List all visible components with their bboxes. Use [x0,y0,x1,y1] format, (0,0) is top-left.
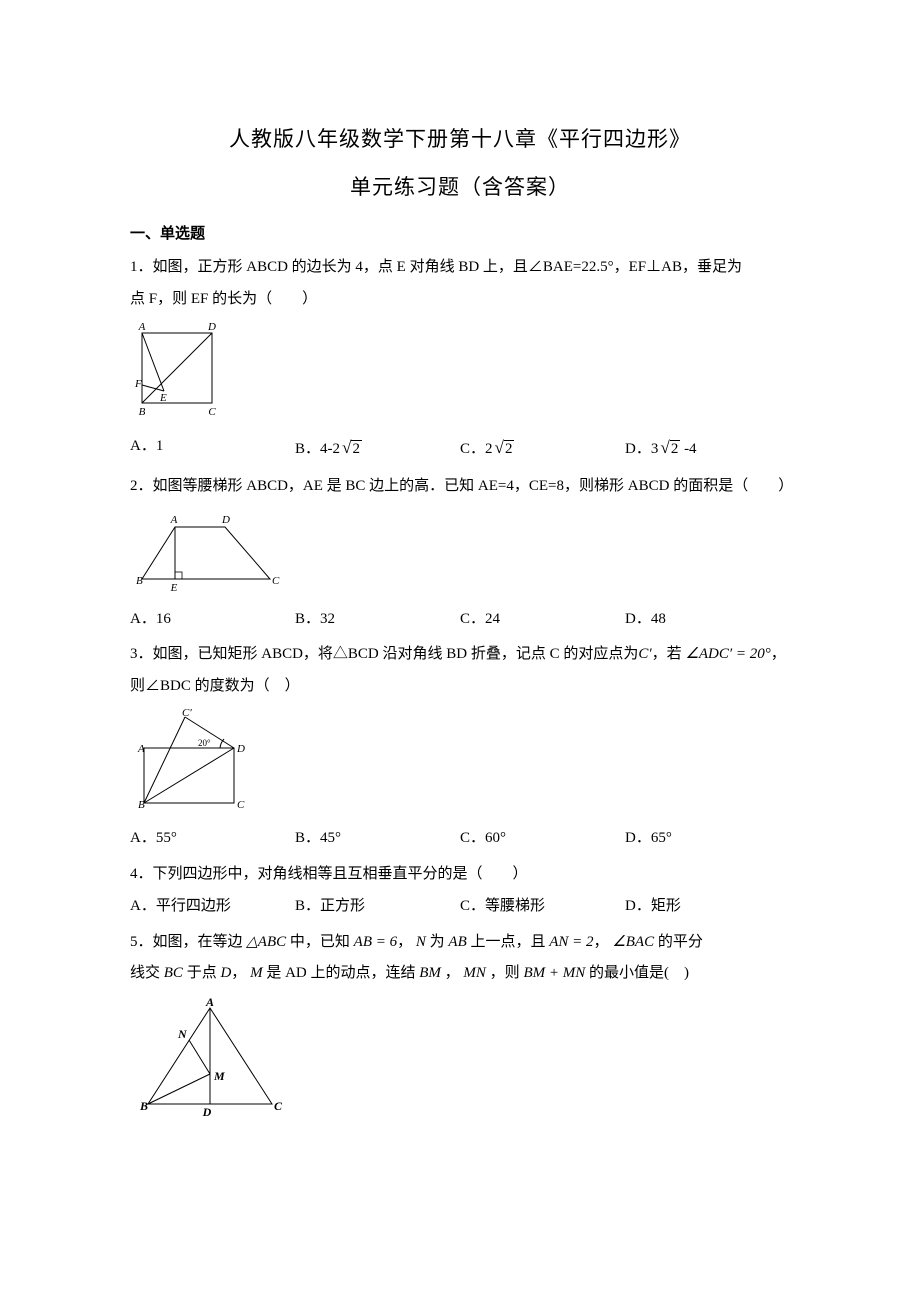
svg-text:C: C [272,575,280,587]
q1-line2: 点 F，则 EF 的长为（ ） [130,284,790,316]
q2-options: A．16 B．32 C．24 D．48 [130,605,790,634]
svg-text:M: M [213,1069,225,1083]
svg-text:E: E [159,392,167,404]
section-heading: 一、单选题 [130,220,790,249]
svg-text:C′: C′ [182,708,192,719]
q4-opt-c: C．等腰梯形 [460,892,625,921]
svg-text:C: C [237,799,245,811]
q1-opt-c: C．2√2 [460,432,625,465]
q2-opt-c: C．24 [460,605,625,634]
svg-text:D: D [207,321,216,333]
svg-text:A: A [205,996,214,1009]
q1-opt-d: D．3√2 -4 [625,432,790,465]
q3-line1: 3．如图，已知矩形 ABCD，将△BCD 沿对角线 BD 折叠，记点 C 的对应… [130,639,790,671]
q1-options: A．1 B．4-2√2 C．2√2 D．3√2 -4 [130,432,790,465]
q4-text: 4．下列四边形中，对角线相等且互相垂直平分的是（ ） [130,859,790,891]
q3-figure: A D B C C′ 20° [130,708,790,818]
svg-text:D: D [236,743,245,755]
svg-text:C: C [274,1099,283,1113]
q5-line1: 5．如图，在等边 △ABC 中，已知 AB = 6， N 为 AB 上一点，且 … [130,927,790,959]
svg-text:A: A [170,514,178,526]
svg-text:B: B [139,406,146,418]
q4-opt-d: D．矩形 [625,892,790,921]
svg-text:F: F [134,378,142,390]
q1-opt-b: B．4-2√2 [295,432,460,465]
svg-text:B: B [139,1099,148,1113]
svg-text:D: D [202,1105,212,1119]
q3-opt-d: D．65° [625,824,790,853]
q2-figure: A D B E C [130,509,790,599]
q1-opt-a: A．1 [130,432,295,465]
svg-text:B: B [136,575,143,587]
q3-opt-a: A．55° [130,824,295,853]
q3-line2: 则∠BDC 的度数为（ ） [130,671,790,703]
q1-figure: A D F E B C [130,321,790,426]
q4-opt-b: B．正方形 [295,892,460,921]
q5-line2: 线交 BC 于点 D， M 是 AD 上的动点，连结 BM ， MN ，则 BM… [130,958,790,990]
svg-text:B: B [138,799,145,811]
q4-opt-a: A．平行四边形 [130,892,295,921]
svg-text:D: D [221,514,230,526]
svg-text:E: E [170,582,178,594]
svg-text:A: A [138,321,146,333]
q2-opt-d: D．48 [625,605,790,634]
q5-figure: A B C D N M [130,996,790,1126]
svg-text:C: C [208,406,216,418]
q3-opt-c: C．60° [460,824,625,853]
q3-opt-b: B．45° [295,824,460,853]
svg-text:20°: 20° [198,738,211,748]
title-line-2: 单元练习题（含答案） [130,168,790,208]
q2-opt-a: A．16 [130,605,295,634]
q1-line1: 1．如图，正方形 ABCD 的边长为 4，点 E 对角线 BD 上，且∠BAE=… [130,252,790,284]
svg-text:A: A [137,743,145,755]
q4-options: A．平行四边形 B．正方形 C．等腰梯形 D．矩形 [130,892,790,921]
q2-opt-b: B．32 [295,605,460,634]
q2-text: 2．如图等腰梯形 ABCD，AE 是 BC 边上的高．已知 AE=4，CE=8，… [130,471,790,503]
q3-options: A．55° B．45° C．60° D．65° [130,824,790,853]
title-line-1: 人教版八年级数学下册第十八章《平行四边形》 [130,120,790,160]
svg-text:N: N [177,1027,188,1041]
